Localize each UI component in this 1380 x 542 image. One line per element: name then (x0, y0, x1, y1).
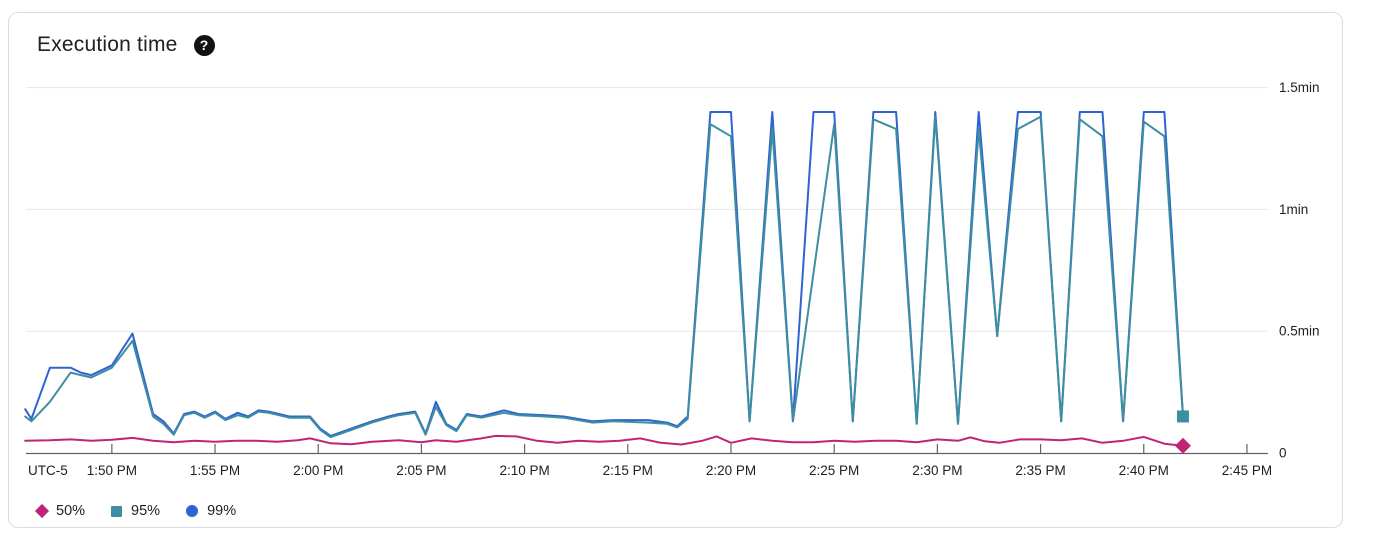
x-tick-label: 2:25 PM (809, 463, 859, 478)
help-icon[interactable]: ? (193, 34, 215, 56)
x-tick-label: 2:05 PM (396, 463, 446, 478)
legend-label: 99% (207, 503, 237, 519)
utc-offset-label: UTC-5 (28, 463, 68, 478)
diamond-icon (34, 503, 50, 519)
legend-label: 50% (56, 503, 86, 519)
x-tick-label: 1:55 PM (190, 463, 240, 478)
x-tick-label: 2:20 PM (706, 463, 756, 478)
series-line-95 (24, 115, 1184, 439)
legend-label: 95% (131, 503, 161, 519)
chart-title: Execution time (37, 33, 178, 56)
execution-time-card: Execution time ? 1:50 PM 1:55 PM 2:00 PM 2:… (8, 12, 1343, 528)
series-line-99 (24, 111, 1184, 437)
legend-item-95[interactable]: 95% (111, 503, 160, 519)
execution-time-chart[interactable]: 1:50 PM 1:55 PM 2:00 PM 2:05 PM 2:10 PM 2:15 … (9, 13, 1344, 529)
y-tick-label: 0.5min (1279, 324, 1320, 339)
legend-item-99[interactable]: 99% (186, 503, 236, 519)
x-tick-label: 2:45 PM (1222, 463, 1272, 478)
x-tick-label: 2:30 PM (912, 463, 962, 478)
x-tick-label: 2:15 PM (603, 463, 653, 478)
y-tick-label: 0 (1279, 446, 1287, 461)
x-tick-label: 2:00 PM (293, 463, 343, 478)
y-tick-label: 1min (1279, 202, 1308, 217)
chart-legend: 50% 95% 99% (34, 503, 236, 519)
x-tick-label: 1:50 PM (87, 463, 137, 478)
x-tick-label: 2:10 PM (499, 463, 549, 478)
end-marker-50 (1174, 437, 1191, 454)
x-tick-label: 2:35 PM (1015, 463, 1065, 478)
card-header: Execution time ? (37, 33, 215, 57)
circle-icon (186, 505, 199, 517)
series-line-50 (24, 434, 1184, 447)
square-icon (111, 505, 123, 517)
end-marker-95 (1176, 410, 1189, 423)
legend-item-50[interactable]: 50% (34, 503, 86, 519)
y-tick-label: 1.5min (1279, 80, 1320, 95)
x-tick-label: 2:40 PM (1119, 463, 1169, 478)
